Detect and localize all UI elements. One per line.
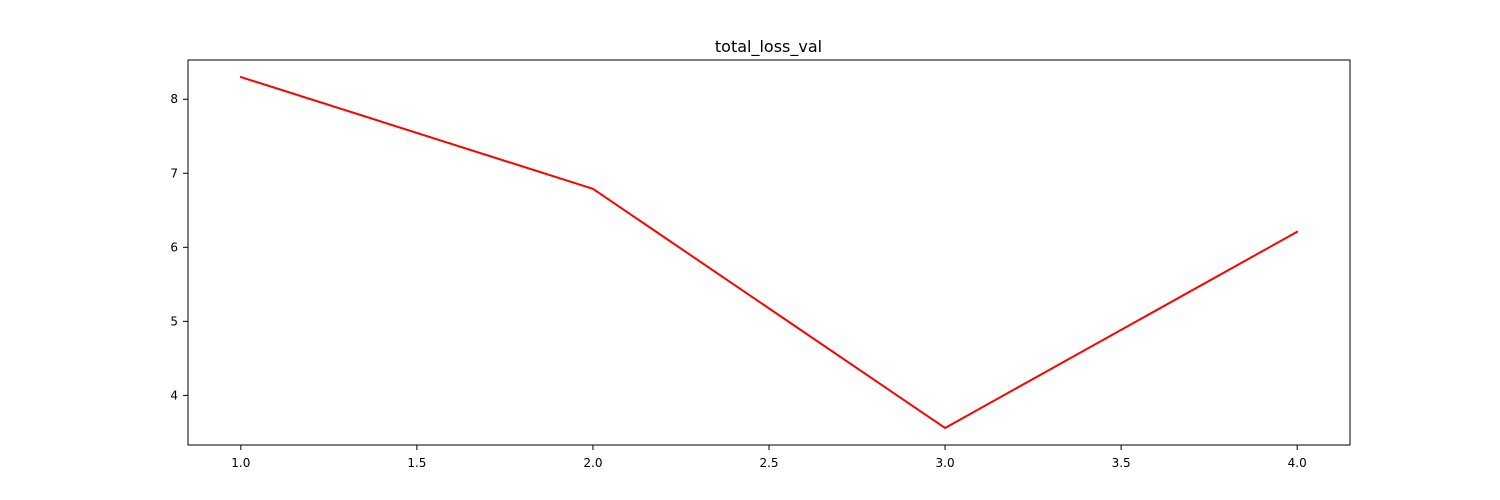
chart-title: total_loss_val [715,37,822,57]
x-tick-label: 1.5 [407,456,426,470]
x-axis: 1.0 1.5 2.0 2.5 3.0 3.5 4.0 [231,445,1307,470]
y-tick-label: 6 [170,240,178,254]
x-tick-label: 3.5 [1112,456,1131,470]
y-tick-label: 5 [170,314,178,328]
y-axis: 4 5 6 7 8 [170,92,188,402]
x-tick-label: 2.5 [759,456,778,470]
y-tick-label: 8 [170,92,178,106]
series-line [239,76,1299,429]
series-layer [239,76,1299,429]
plot-area-frame [187,59,1351,446]
y-tick-label: 7 [170,166,178,180]
x-tick-label: 1.0 [231,456,250,470]
x-tick-label: 2.0 [583,456,602,470]
x-tick-label: 4.0 [1288,456,1307,470]
y-tick-label: 4 [170,388,178,402]
x-tick-label: 3.0 [936,456,955,470]
